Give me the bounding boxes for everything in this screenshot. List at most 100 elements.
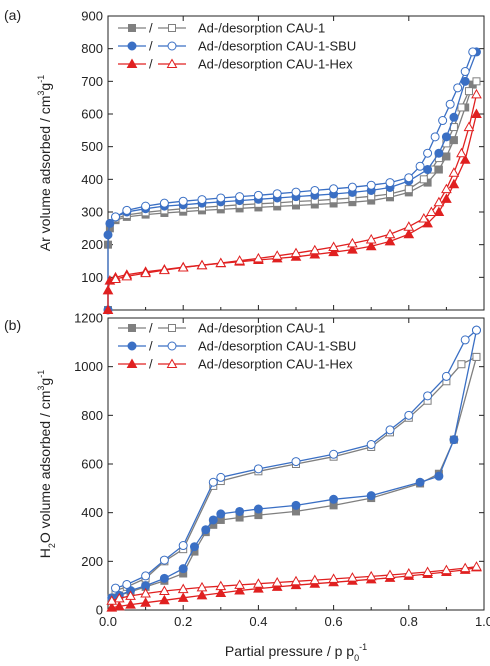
legend-marker-adsorption — [127, 341, 137, 351]
y-tick-label: 400 — [81, 172, 103, 187]
data-point-hex-desorption — [403, 567, 415, 578]
data-point-sbu-desorption — [208, 477, 218, 487]
data-point-sbu-adsorption — [159, 573, 169, 583]
legend-marker-adsorption — [126, 358, 138, 368]
data-point-hex-desorption — [106, 595, 118, 605]
data-point-hex-adsorption — [422, 217, 433, 228]
y-tick-label: 600 — [81, 457, 103, 472]
data-point-sbu-desorption — [423, 391, 433, 401]
data-point-hex-adsorption — [253, 583, 264, 593]
data-point-sbu-desorption — [272, 189, 282, 199]
data-point-cau1-desorption — [457, 103, 466, 112]
data-point-hex-desorption — [215, 580, 227, 591]
data-point-hex-desorption — [471, 88, 482, 99]
data-point-sbu-adsorption — [415, 477, 425, 487]
data-point-hex-adsorption — [471, 108, 482, 118]
data-point-hex-desorption — [441, 183, 452, 194]
data-point-sbu-adsorption — [441, 132, 451, 142]
y-tick-label: 800 — [81, 41, 103, 56]
data-point-cau1-adsorption — [442, 152, 451, 161]
data-point-hex-desorption — [441, 564, 452, 575]
legend-label: Ad-/desorption CAU-1-SBU — [198, 39, 356, 54]
data-point-sbu-adsorption — [291, 500, 301, 510]
data-point-sbu-adsorption — [103, 230, 113, 240]
data-point-hex-desorption — [271, 576, 283, 587]
data-point-hex-adsorption — [384, 235, 396, 246]
legend-marker-desorption — [167, 341, 177, 351]
data-point-hex-adsorption — [347, 244, 358, 254]
data-point-hex-desorption — [110, 273, 121, 283]
data-point-sbu-adsorption — [105, 218, 115, 228]
legend-label: Ad-/desorption CAU-1 — [198, 321, 325, 336]
data-point-hex-adsorption — [459, 154, 471, 164]
data-point-sbu-desorption — [291, 457, 301, 467]
data-point-sbu-desorption — [253, 464, 263, 474]
data-point-sbu-desorption — [415, 161, 425, 171]
axis-ticks-a: 100 200 300 400 500 600 700 800 900 — [81, 9, 485, 310]
data-point-sbu-desorption — [216, 193, 226, 203]
data-point-hex-desorption — [459, 562, 471, 573]
data-point-sbu-adsorption — [449, 435, 459, 445]
series-line-hex-adsorption — [111, 566, 477, 609]
panel-a-argon-isotherm: (a) 100 200 300 400 500 600 700 800 900 / Ad-/des… — [4, 7, 485, 315]
data-point-sbu-adsorption — [189, 542, 199, 552]
panel-label-b: (b) — [4, 317, 21, 333]
data-point-hex-desorption — [384, 228, 396, 239]
data-point-hex-desorption — [159, 585, 170, 596]
data-point-hex-desorption — [177, 583, 189, 594]
data-point-hex-desorption — [463, 121, 475, 132]
y-axis-label-b: H2O volume adsorbed / cm3g-1 — [36, 370, 57, 558]
data-point-sbu-desorption — [385, 425, 395, 435]
data-point-sbu-adsorption — [253, 504, 263, 514]
data-point-hex-adsorption — [441, 193, 452, 203]
data-point-sbu-desorption — [141, 571, 151, 581]
data-point-hex-desorption — [121, 270, 133, 281]
data-point-hex-desorption — [426, 206, 437, 216]
series-sbu-adsorption — [107, 325, 481, 603]
legend-a: / Ad-/desorption CAU-1 / Ad-/desorption CAU… — [118, 21, 356, 72]
data-point-sbu-desorption — [441, 371, 451, 381]
data-point-sbu-desorption — [468, 47, 478, 57]
data-point-sbu-desorption — [122, 205, 132, 215]
data-point-hex-adsorption — [328, 246, 339, 257]
data-point-hex-desorption — [309, 574, 321, 585]
legend-marker-adsorption — [127, 41, 137, 51]
data-point-cau1-adsorption — [449, 136, 458, 145]
data-point-hex-desorption — [215, 257, 227, 267]
data-point-sbu-desorption — [430, 132, 440, 142]
legend-entry-cau1: / Ad-/desorption CAU-1 — [118, 321, 325, 336]
series-hex-desorption — [110, 88, 482, 283]
data-point-hex-desorption — [365, 570, 377, 581]
y-tick-label: 1200 — [74, 311, 103, 326]
legend-marker-adsorption — [128, 324, 136, 332]
data-point-cau1-adsorption — [434, 165, 443, 174]
series-group-a — [102, 47, 482, 315]
data-point-hex-desorption — [234, 255, 245, 265]
legend-marker-adsorption — [126, 58, 138, 68]
data-point-hex-adsorption — [159, 594, 170, 605]
data-point-sbu-desorption — [453, 83, 463, 93]
data-point-sbu-desorption — [329, 184, 339, 194]
data-point-hex-desorption — [271, 250, 283, 260]
data-point-sbu-desorption — [460, 335, 470, 345]
legend-entry-sbu: / Ad-/desorption CAU-1-SBU — [118, 339, 356, 354]
y-axis-label-a: Ar volume adsorbed / cm3g-1 — [36, 75, 53, 251]
series-sbu-desorption — [111, 47, 478, 222]
data-point-sbu-desorption — [216, 472, 226, 482]
legend-separator: / — [149, 21, 153, 36]
data-point-sbu-desorption — [366, 440, 376, 450]
data-point-sbu-adsorption — [329, 494, 339, 504]
y-tick-label: 300 — [81, 205, 103, 220]
data-point-hex-adsorption — [102, 284, 114, 295]
y-tick-label: 1000 — [74, 359, 103, 374]
data-point-hex-desorption — [253, 252, 264, 263]
data-point-sbu-desorption — [159, 198, 169, 208]
data-point-sbu-desorption — [366, 180, 376, 190]
data-point-sbu-adsorption — [235, 506, 245, 516]
data-point-hex-desorption — [290, 575, 302, 586]
panel-label-a: (a) — [4, 7, 21, 23]
data-point-sbu-desorption — [347, 182, 357, 192]
data-point-hex-desorption — [125, 590, 136, 600]
legend-marker-desorption — [166, 58, 178, 68]
data-point-hex-desorption — [418, 213, 430, 223]
